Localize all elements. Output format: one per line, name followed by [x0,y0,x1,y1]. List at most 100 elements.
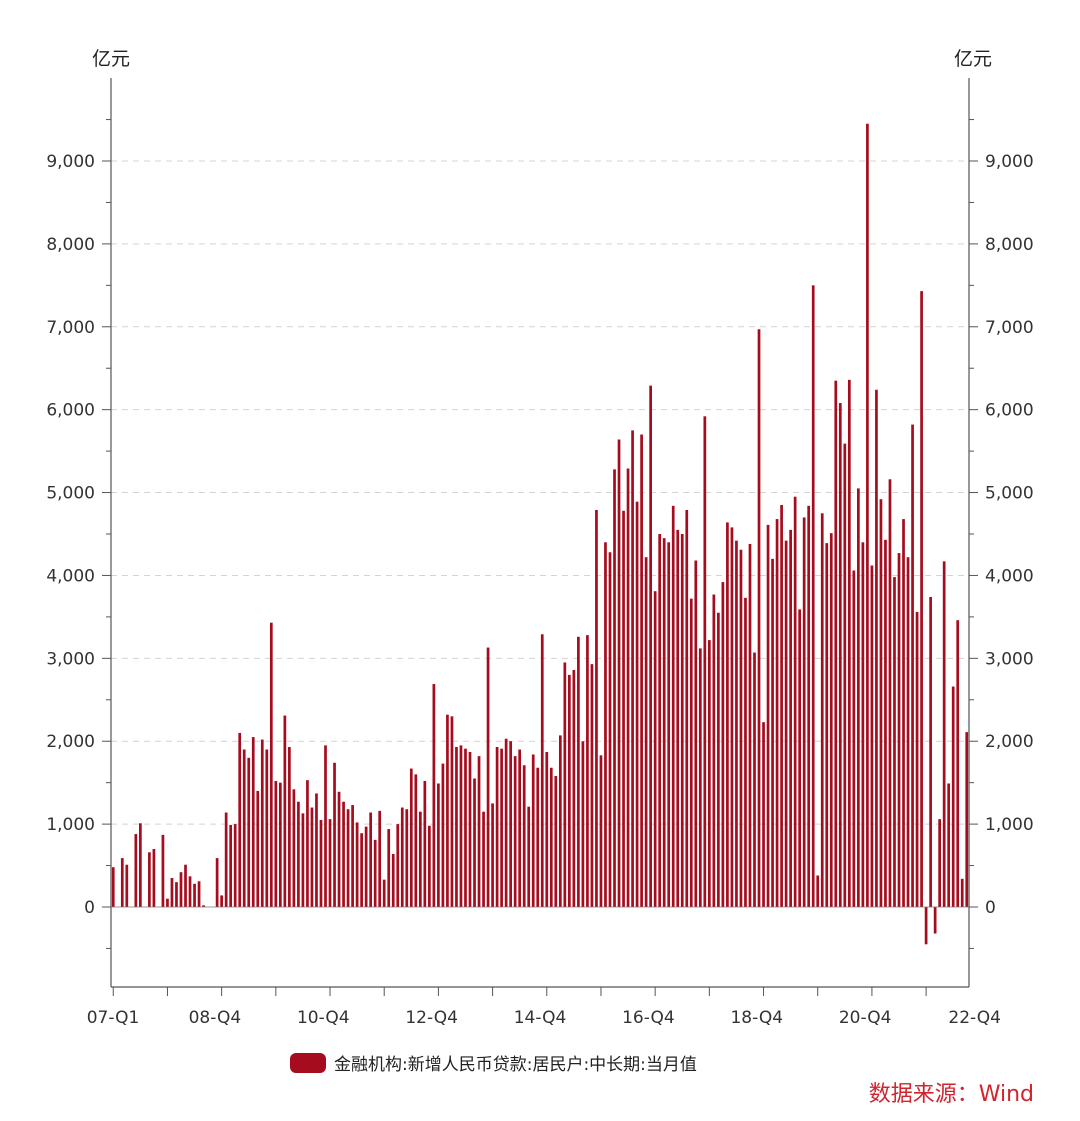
y-tick-label-left: 4,000 [46,566,95,586]
bar [586,635,589,907]
bar [735,540,738,907]
bar [920,291,923,907]
bar [929,597,932,907]
bar [658,534,662,907]
bar [306,780,309,907]
bar [599,755,603,907]
bar [847,379,851,908]
bar [757,329,761,907]
bar [414,774,418,907]
bar [662,538,666,907]
bar [418,811,422,907]
bar [197,881,201,907]
left-axis-ticks: 0 1,000 2,000 3,000 4,000 5,000 6,000 7,000 8,00… [46,152,95,918]
y-tick-label-right: 1,000 [985,815,1034,835]
bar [396,824,400,907]
bar [288,747,291,907]
bar [125,864,129,907]
x-tick-label: 16-Q4 [622,1008,675,1028]
y-tick-label-right: 2,000 [985,732,1034,752]
bar [644,557,648,907]
bar [631,430,634,907]
bar [685,509,689,907]
y-tick-label-left: 3,000 [46,649,95,669]
bar [486,647,490,907]
bar [807,505,811,907]
bar [924,907,928,945]
axes [102,78,978,988]
bar [473,778,476,907]
bar [527,806,531,907]
x-tick-label: 07-Q1 [87,1008,140,1028]
source-note: 数据来源：Wind [868,1082,1034,1107]
left-axis-unit: 亿元 [92,48,131,70]
bar [911,424,914,907]
bar [139,823,142,907]
bar [857,488,860,907]
bar [400,807,404,907]
bar [739,549,743,907]
bar [671,505,675,907]
bar [956,620,960,907]
bar [590,664,594,907]
bar [653,591,657,907]
y-tick-label-right: 6,000 [985,401,1034,421]
bar [432,684,436,907]
bar [676,529,680,907]
x-tick-label: 08-Q4 [189,1008,242,1028]
bar [689,598,693,907]
bar [834,380,838,907]
bar [148,852,151,907]
bar [251,737,255,907]
bar [748,543,752,907]
bar [504,738,508,907]
x-tick-label: 22-Q4 [948,1008,1001,1028]
y-tick-label-right: 5,000 [985,484,1034,504]
bar [260,739,264,907]
bar [820,513,824,907]
y-tick-label-right: 4,000 [985,566,1034,586]
bar [829,533,833,907]
bar [744,597,747,907]
bar [960,878,964,907]
bar [915,611,919,907]
bar [626,468,630,907]
bar [581,741,585,907]
bar [811,285,815,908]
bar [522,765,526,907]
bar [717,612,720,907]
bar [450,716,454,907]
bar [247,757,251,907]
bar [111,867,115,907]
y-tick-label-right: 9,000 [985,152,1034,172]
bar [405,809,409,907]
bar [802,517,806,907]
bar [278,782,282,907]
bar [635,501,639,907]
bar [965,732,969,907]
bar [378,810,382,907]
y-tick-label-right: 3,000 [985,649,1034,669]
y-tick-label-left: 9,000 [46,152,95,172]
bar [730,527,734,907]
bar [324,745,327,907]
bar [351,805,354,907]
bar [265,749,269,907]
bar [838,403,842,907]
bar [531,754,535,907]
bar [482,811,485,907]
bar [360,833,363,907]
bar [310,807,314,907]
bar [373,839,377,907]
bar [640,434,643,907]
bar [220,895,223,907]
bar [852,570,856,907]
bar [617,439,621,907]
y-tick-label-left: 0 [84,898,95,918]
bar [428,825,431,907]
bar [274,781,278,907]
bar [459,745,463,907]
legend: 金融机构:新增人民币贷款:居民户:中长期:当月值 [290,1050,697,1075]
bar [595,509,598,907]
